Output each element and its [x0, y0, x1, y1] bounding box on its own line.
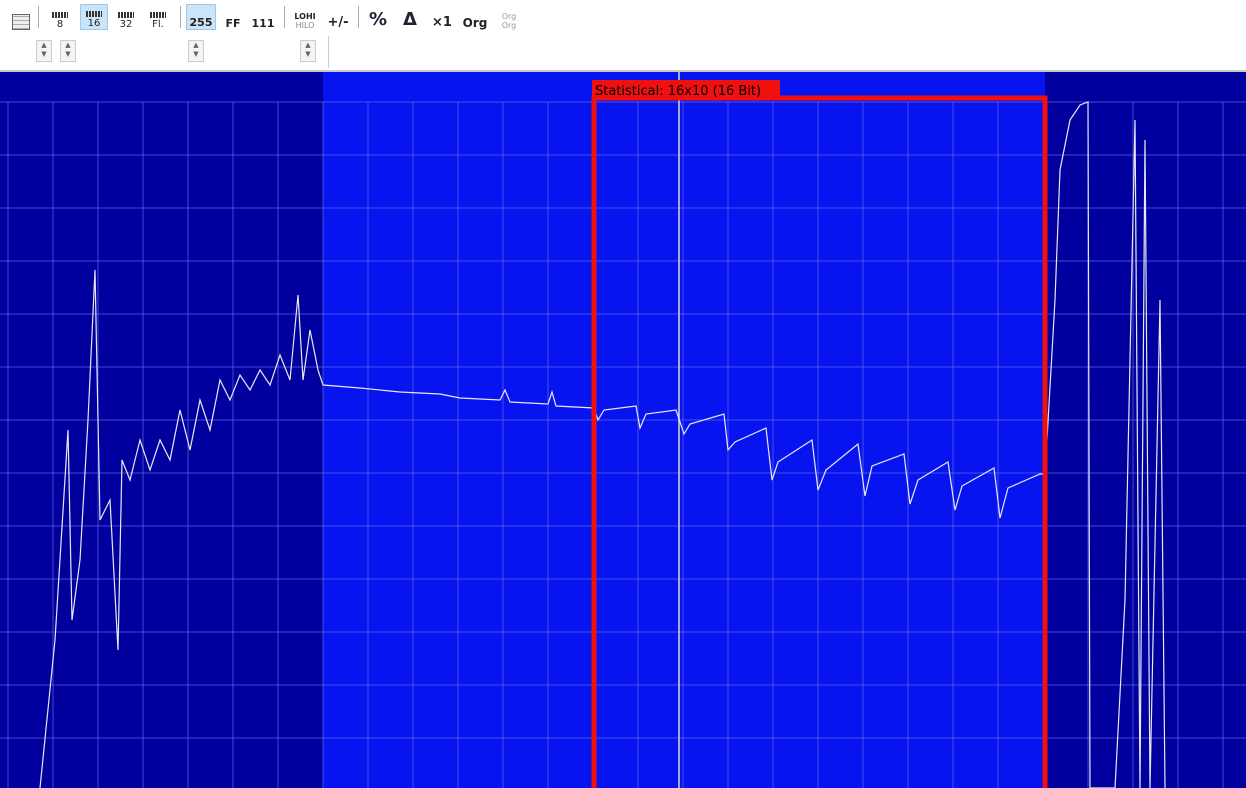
selection-label: Statistical: 16x10 (16 Bit): [595, 84, 761, 99]
signal-trace: [39, 101, 1166, 788]
icon: [150, 12, 166, 18]
delta-button[interactable]: Δ: [396, 4, 424, 30]
label: Δ: [403, 9, 417, 30]
spin-button[interactable]: ▲ ▼: [300, 40, 316, 62]
label: 8: [56, 19, 64, 30]
separator: [180, 6, 181, 28]
label: LOHI: [294, 12, 316, 21]
label: 32: [119, 19, 133, 30]
separator: [358, 6, 359, 28]
separator: [38, 6, 39, 28]
icon: [86, 11, 102, 17]
spin-button[interactable]: ▲ ▼: [36, 40, 52, 62]
width-button[interactable]: 32: [112, 4, 140, 30]
label: +/-: [327, 15, 349, 30]
label: Org: [501, 21, 517, 30]
selection-area: [323, 72, 1045, 788]
spin-button[interactable]: ▲ ▼: [60, 40, 76, 62]
statistics-frame: [591, 95, 1048, 788]
label: 255: [189, 16, 213, 29]
label-background: [592, 80, 780, 100]
label: Fl.: [152, 19, 164, 30]
scale-button[interactable]: ×1: [428, 4, 456, 30]
grid-icon: [12, 14, 30, 30]
format-button[interactable]: 111: [250, 4, 276, 30]
width-button[interactable]: 16: [80, 4, 108, 30]
org-button[interactable]: Org: [460, 4, 490, 30]
format-button[interactable]: 255: [186, 4, 216, 30]
icon: [52, 12, 68, 18]
grid: [0, 101, 1246, 788]
width-button[interactable]: 8: [48, 4, 72, 30]
label: %: [368, 9, 388, 30]
label: 111: [251, 17, 275, 30]
org-disabled-button[interactable]: Org Org: [494, 4, 524, 30]
label: ×1: [432, 15, 452, 30]
sign-button[interactable]: +/-: [324, 4, 352, 30]
toolbar: 8 16 32 Fl. 255 FF 111 LOHI HILO +/- % Δ …: [0, 0, 1246, 72]
label: HILO: [295, 21, 315, 30]
label: FF: [225, 17, 241, 30]
width-button[interactable]: Fl.: [144, 4, 172, 30]
separator: [328, 36, 329, 68]
spin-button[interactable]: ▲ ▼: [188, 40, 204, 62]
icon: [118, 12, 134, 18]
label: 16: [87, 18, 101, 29]
separator: [284, 6, 285, 28]
grid-button[interactable]: [10, 4, 32, 30]
byte-order-button[interactable]: LOHI HILO: [290, 4, 320, 30]
format-button[interactable]: FF: [220, 4, 246, 30]
label: Org: [501, 12, 517, 21]
signal-view: Statistical: 16x10 (16 Bit): [0, 72, 1246, 788]
percent-button[interactable]: %: [364, 4, 392, 30]
label: Org: [462, 16, 488, 30]
